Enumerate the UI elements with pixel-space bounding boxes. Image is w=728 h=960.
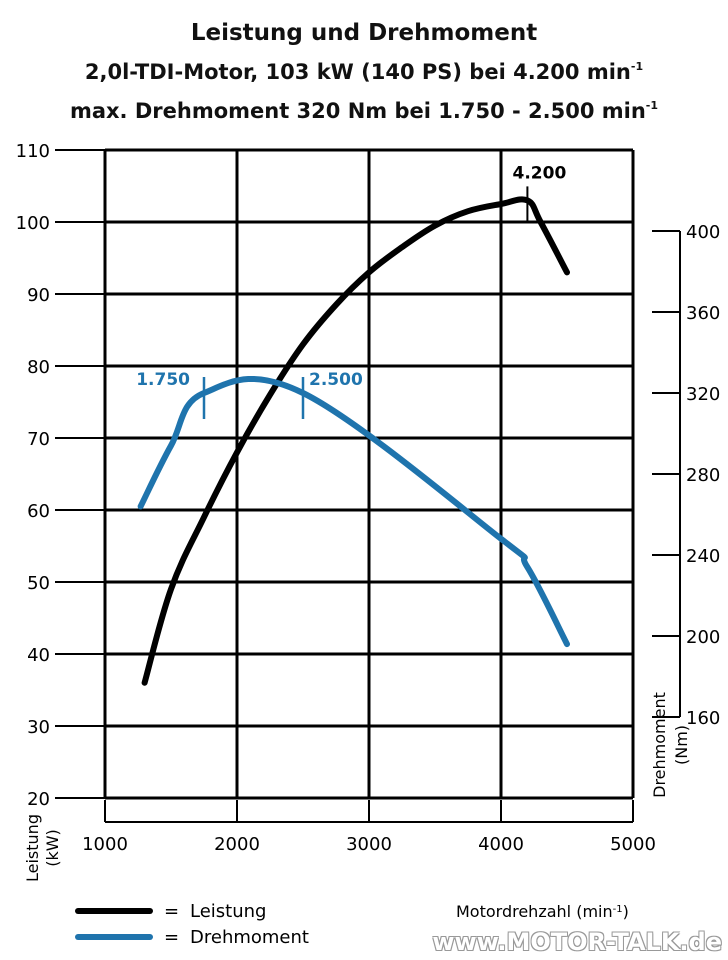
y-left-tick-label: 50 <box>27 573 50 594</box>
legend-equals: = <box>164 927 179 948</box>
chart-subtitle: 2,0l-TDI-Motor, 103 kW (140 PS) bei 4.20… <box>0 50 728 89</box>
y-left-tick-label: 60 <box>27 501 50 522</box>
y-right-tick-label: 360 <box>686 303 720 324</box>
subtitle-text: 2,0l-TDI-Motor, 103 kW (140 PS) bei 4.20… <box>84 60 631 84</box>
subtitle-2-text: max. Drehmoment 320 Nm bei 1.750 - 2.500… <box>69 99 646 123</box>
x-tick-label: 4000 <box>478 834 524 855</box>
y-right-title-line1: Drehmoment <box>650 692 669 798</box>
y-right-tick-label: 280 <box>686 465 720 486</box>
legend-label: Leistung <box>190 901 266 922</box>
subtitle-2-exponent: -1 <box>645 99 659 112</box>
legend-equals: = <box>164 901 179 922</box>
y-right-title: Drehmoment (Nm) <box>650 692 691 798</box>
y-right-tick-label: 160 <box>686 708 720 729</box>
chart-subtitle-2: max. Drehmoment 320 Nm bei 1.750 - 2.500… <box>0 89 728 128</box>
y-left-tick-label: 90 <box>27 285 50 306</box>
y-left-tick-label: 80 <box>27 357 50 378</box>
x-tick-label: 3000 <box>346 834 392 855</box>
watermark: www.MOTOR-TALK.de <box>432 928 722 956</box>
y-left-title-line2: (kW) <box>43 829 62 867</box>
y-left-tick-label: 70 <box>27 429 50 450</box>
annotation-label: 4.200 <box>513 163 567 183</box>
legend-label: Drehmoment <box>190 927 309 948</box>
y-left-tick-label: 110 <box>16 141 50 162</box>
y-left-title: Leistung (kW) <box>23 814 62 882</box>
y-right-tick-label: 400 <box>686 222 720 243</box>
x-axis-title: Motordrehzahl (min-1) <box>456 902 629 921</box>
series-line-power <box>141 196 570 686</box>
y-left-tick-label: 100 <box>16 213 50 234</box>
series-line-torque <box>137 376 570 648</box>
y-left-tick-label: 20 <box>27 789 50 810</box>
annotation-label: 2.500 <box>309 370 363 390</box>
x-tick-label: 1000 <box>82 834 128 855</box>
x-tick-label: 5000 <box>610 834 656 855</box>
x-tick-label: 2000 <box>214 834 260 855</box>
chart-title: Leistung und Drehmoment <box>190 20 538 46</box>
y-right-tick-label: 240 <box>686 546 720 567</box>
y-left-tick-label: 40 <box>27 645 50 666</box>
y-right-tick-label: 320 <box>686 384 720 405</box>
y-right-tick-label: 200 <box>686 627 720 648</box>
subtitle-exponent: -1 <box>630 60 644 73</box>
annotation-label: 1.750 <box>136 370 190 390</box>
y-left-title-line1: Leistung <box>23 814 42 882</box>
chart-titles: Leistung und Drehmoment 2,0l-TDI-Motor, … <box>0 16 728 128</box>
y-left-tick-label: 30 <box>27 717 50 738</box>
y-right-title-line2: (Nm) <box>672 725 691 765</box>
